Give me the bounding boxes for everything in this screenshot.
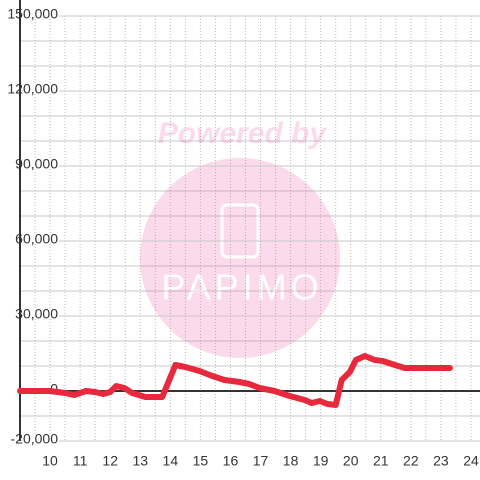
x-tick-label: 20: [343, 453, 359, 469]
x-tick-label: 10: [42, 453, 58, 469]
y-tick-label: -20,000: [11, 431, 59, 447]
x-tick-label: 14: [163, 453, 179, 469]
watermark-text: Powered by: [158, 117, 328, 150]
line: [17, 353, 453, 408]
y-tick-label: 150,000: [7, 6, 58, 22]
x-tick-label: 12: [102, 453, 118, 469]
x-tick-label: 17: [253, 453, 269, 469]
watermark-icon: [220, 203, 260, 259]
watermark: Powered by PAPIMO: [140, 117, 340, 358]
watermark-circle: [140, 158, 340, 358]
y-tick-label: 90,000: [15, 156, 58, 172]
x-tick-label: 19: [313, 453, 329, 469]
x-tick-label: 16: [223, 453, 239, 469]
y-tick-label: 60,000: [15, 231, 58, 247]
x-tick-label: 18: [283, 453, 299, 469]
y-tick-label: 30,000: [15, 306, 58, 322]
x-tick-label: 22: [403, 453, 419, 469]
watermark-logo: PAPIMO: [161, 267, 322, 308]
x-tick-label: 15: [193, 453, 209, 469]
x-tick-label: 11: [73, 453, 88, 469]
x-tick-label: 13: [132, 453, 148, 469]
x-tick-label: 23: [433, 453, 449, 469]
x-tick-label: 24: [463, 453, 479, 469]
y-tick-label: 120,000: [7, 81, 58, 97]
x-tick-label: 21: [373, 453, 389, 469]
